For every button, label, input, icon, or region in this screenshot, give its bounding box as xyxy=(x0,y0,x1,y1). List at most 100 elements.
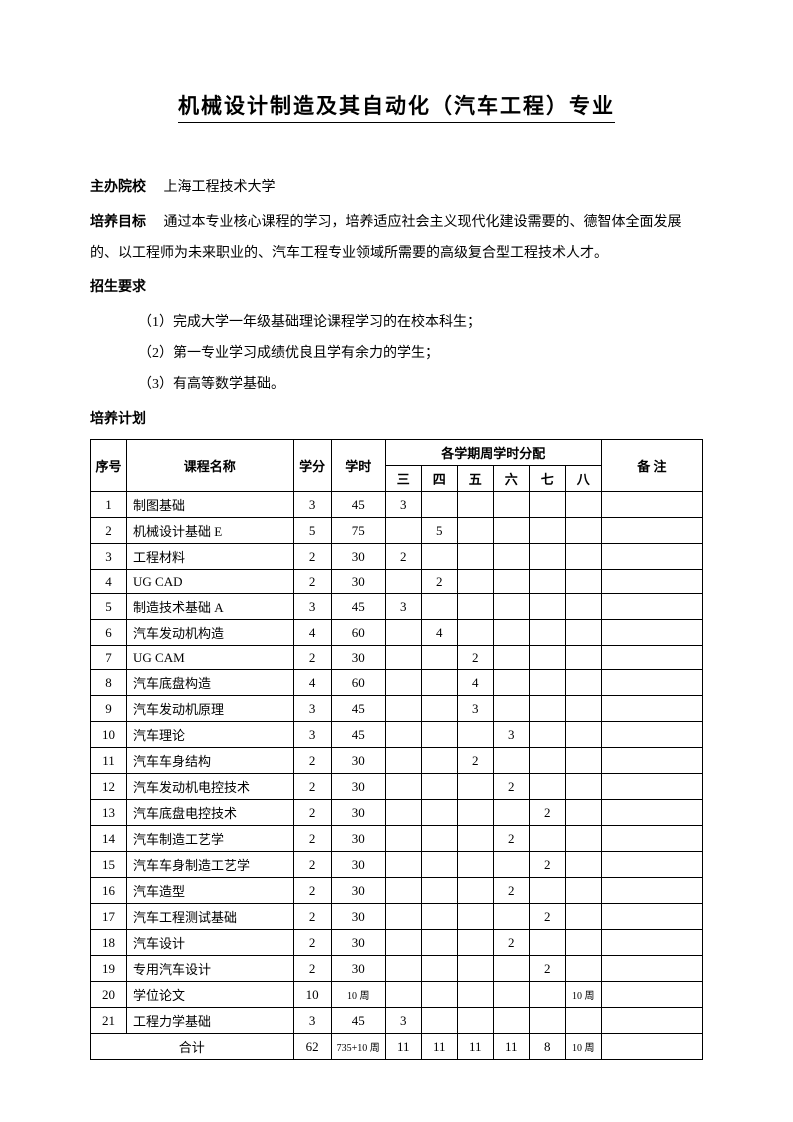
cell-hour: 30 xyxy=(331,904,385,930)
cell-note xyxy=(601,570,702,594)
table-row: 20学位论文1010 周10 周 xyxy=(91,982,703,1008)
cell-semester xyxy=(421,696,457,722)
table-row: 6汽车发动机构造4604 xyxy=(91,620,703,646)
cell-total-semester: 11 xyxy=(457,1034,493,1060)
req-item: （1）完成大学一年级基础理论课程学习的在校本科生； xyxy=(90,308,703,339)
cell-seq: 19 xyxy=(91,956,127,982)
cell-semester xyxy=(565,696,601,722)
cell-semester: 3 xyxy=(385,594,421,620)
cell-semester xyxy=(529,670,565,696)
cell-semester xyxy=(493,544,529,570)
cell-semester xyxy=(529,748,565,774)
cell-semester xyxy=(565,544,601,570)
cell-hour: 60 xyxy=(331,670,385,696)
cell-semester xyxy=(421,800,457,826)
cell-hour: 30 xyxy=(331,646,385,670)
cell-semester: 10 周 xyxy=(565,982,601,1008)
cell-seq: 16 xyxy=(91,878,127,904)
cell-seq: 8 xyxy=(91,670,127,696)
cell-semester xyxy=(385,800,421,826)
cell-note xyxy=(601,956,702,982)
table-row: 1制图基础3453 xyxy=(91,492,703,518)
req-list: （1）完成大学一年级基础理论课程学习的在校本科生；（2）第一专业学习成绩优良且学… xyxy=(90,308,703,400)
th-semester: 六 xyxy=(493,466,529,492)
document-page: 机械设计制造及其自动化（汽车工程）专业 主办院校 上海工程技术大学 培养目标 通… xyxy=(0,0,793,1122)
cell-course-name: 制图基础 xyxy=(127,492,294,518)
table-row: 12汽车发动机电控技术2302 xyxy=(91,774,703,800)
goal-value: 通过本专业核心课程的学习，培养适应社会主义现代化建设需要的、德智体全面发展的、以… xyxy=(90,215,682,261)
cell-semester xyxy=(493,748,529,774)
cell-semester xyxy=(565,904,601,930)
table-row: 16汽车造型2302 xyxy=(91,878,703,904)
cell-semester xyxy=(457,594,493,620)
cell-credit: 2 xyxy=(293,800,331,826)
th-semester: 三 xyxy=(385,466,421,492)
cell-hour: 45 xyxy=(331,696,385,722)
table-body: 1制图基础34532机械设计基础 E57553工程材料23024UG CAD23… xyxy=(91,492,703,1060)
cell-semester xyxy=(529,646,565,670)
cell-semester: 2 xyxy=(385,544,421,570)
cell-semester xyxy=(529,722,565,748)
cell-credit: 4 xyxy=(293,670,331,696)
host-section: 主办院校 上海工程技术大学 xyxy=(90,173,703,204)
cell-semester xyxy=(493,646,529,670)
cell-semester xyxy=(565,956,601,982)
cell-credit: 5 xyxy=(293,518,331,544)
cell-semester xyxy=(385,696,421,722)
cell-semester: 2 xyxy=(457,646,493,670)
cell-semester xyxy=(565,518,601,544)
cell-semester xyxy=(565,826,601,852)
cell-hour: 30 xyxy=(331,774,385,800)
cell-course-name: 汽车发动机原理 xyxy=(127,696,294,722)
cell-semester xyxy=(529,544,565,570)
cell-note xyxy=(601,800,702,826)
cell-semester xyxy=(457,956,493,982)
page-title: 机械设计制造及其自动化（汽车工程）专业 xyxy=(178,90,615,123)
table-row: 18汽车设计2302 xyxy=(91,930,703,956)
cell-note xyxy=(601,670,702,696)
cell-course-name: UG CAM xyxy=(127,646,294,670)
table-row: 9汽车发动机原理3453 xyxy=(91,696,703,722)
table-row: 3工程材料2302 xyxy=(91,544,703,570)
cell-seq: 12 xyxy=(91,774,127,800)
th-name: 课程名称 xyxy=(127,440,294,492)
curriculum-table: 序号 课程名称 学分 学时 各学期周学时分配 备 注 三四五六七八 1制图基础3… xyxy=(90,439,703,1060)
cell-semester xyxy=(457,722,493,748)
cell-total-semester: 11 xyxy=(385,1034,421,1060)
cell-semester xyxy=(529,620,565,646)
cell-seq: 7 xyxy=(91,646,127,670)
cell-semester xyxy=(529,492,565,518)
cell-semester xyxy=(421,956,457,982)
cell-note xyxy=(601,722,702,748)
cell-hour: 30 xyxy=(331,570,385,594)
cell-credit: 2 xyxy=(293,956,331,982)
cell-semester xyxy=(385,518,421,544)
cell-semester xyxy=(421,748,457,774)
cell-hour: 30 xyxy=(331,826,385,852)
table-row: 19专用汽车设计2302 xyxy=(91,956,703,982)
cell-hour: 30 xyxy=(331,800,385,826)
table-row: 21工程力学基础3453 xyxy=(91,1008,703,1034)
cell-course-name: 汽车制造工艺学 xyxy=(127,826,294,852)
cell-credit: 3 xyxy=(293,722,331,748)
th-seq: 序号 xyxy=(91,440,127,492)
cell-semester xyxy=(457,852,493,878)
cell-semester xyxy=(493,570,529,594)
cell-semester: 2 xyxy=(421,570,457,594)
cell-semester xyxy=(385,774,421,800)
cell-semester xyxy=(565,930,601,956)
cell-semester xyxy=(493,956,529,982)
cell-credit: 2 xyxy=(293,852,331,878)
cell-seq: 9 xyxy=(91,696,127,722)
req-item: （3）有高等数学基础。 xyxy=(90,370,703,401)
cell-credit: 3 xyxy=(293,492,331,518)
cell-course-name: 机械设计基础 E xyxy=(127,518,294,544)
cell-semester: 2 xyxy=(457,748,493,774)
th-hour: 学时 xyxy=(331,440,385,492)
cell-credit: 2 xyxy=(293,646,331,670)
cell-note xyxy=(601,544,702,570)
cell-semester xyxy=(493,904,529,930)
cell-total-hour: 735+10 周 xyxy=(331,1034,385,1060)
cell-hour: 10 周 xyxy=(331,982,385,1008)
cell-seq: 5 xyxy=(91,594,127,620)
